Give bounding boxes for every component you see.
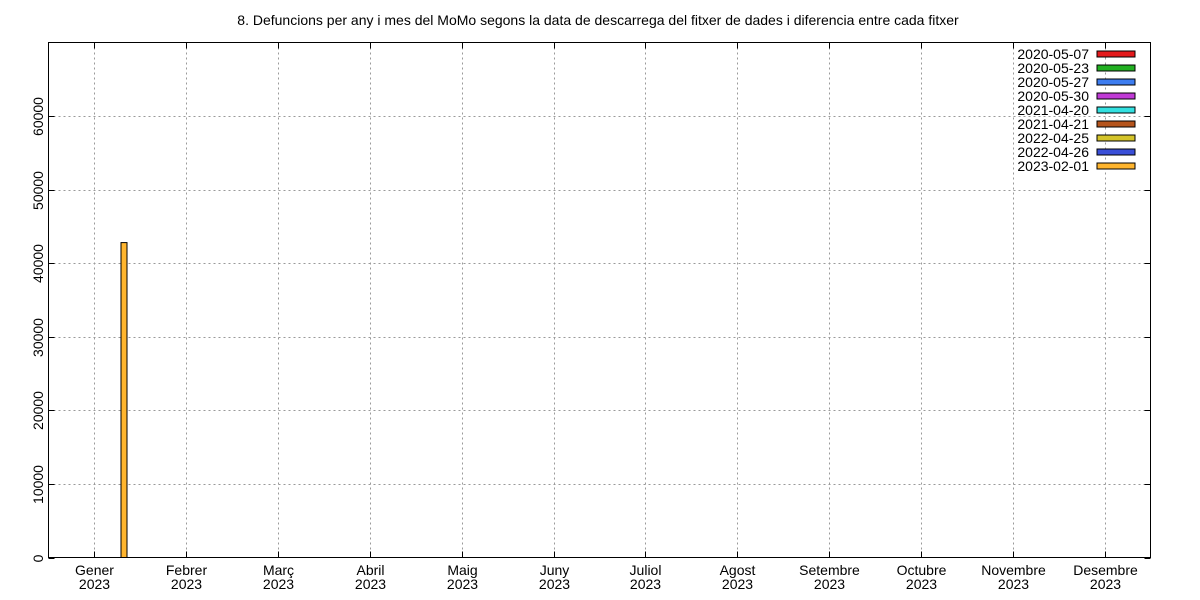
x-tick-label: Febrer 2023: [166, 562, 208, 592]
y-tick-label: 60000: [30, 97, 46, 136]
x-tick-label-line: 2023: [263, 576, 294, 592]
x-tick-label: Gener 2023: [75, 562, 114, 592]
legend-label: 2022-04-26: [1017, 144, 1089, 160]
x-tick-label-line: 2023: [539, 576, 570, 592]
y-tick-label: 20000: [30, 391, 46, 430]
x-tick-label-line: Gener: [75, 562, 114, 578]
grid-layer: [48, 42, 1151, 558]
legend-label: 2021-04-20: [1017, 102, 1089, 118]
bar: [120, 242, 128, 558]
legend-swatch: [1096, 120, 1136, 128]
x-tick-label: Juny 2023: [539, 562, 570, 592]
legend-swatch: [1096, 134, 1136, 142]
x-tick-label-line: Maig: [447, 562, 477, 578]
legend-label: 2020-05-07: [1017, 46, 1089, 62]
x-tick-label: Març 2023: [263, 562, 294, 592]
x-tick-label: Agost 2023: [720, 562, 756, 592]
legend-label: 2021-04-21: [1017, 116, 1089, 132]
x-tick-label: Maig 2023: [447, 562, 478, 592]
x-tick-label: Abril 2023: [355, 562, 386, 592]
x-tick-label: Desembre 2023: [1073, 562, 1138, 592]
legend-swatch: [1096, 50, 1136, 58]
legend-swatch: [1096, 148, 1136, 156]
y-tick-label: 30000: [30, 318, 46, 357]
chart-title: 8. Defuncions per any i mes del MoMo seg…: [237, 12, 959, 28]
x-tick-label-line: Agost: [720, 562, 756, 578]
legend-label: 2023-02-01: [1017, 158, 1089, 174]
legend-label: 2020-05-23: [1017, 60, 1089, 76]
x-tick-label-line: 2023: [906, 576, 937, 592]
x-tick-label-line: Desembre: [1073, 562, 1138, 578]
x-tick-label-line: Febrer: [166, 562, 208, 578]
legend-swatch: [1096, 106, 1136, 114]
x-tick-label-line: 2023: [355, 576, 386, 592]
legend-label: 2022-04-25: [1017, 130, 1089, 146]
x-tick-label: Novembre 2023: [981, 562, 1046, 592]
x-tick-label-line: Octubre: [897, 562, 947, 578]
legend: 2020-05-072020-05-232020-05-272020-05-30…: [1017, 46, 1136, 174]
x-tick-label: Octubre 2023: [897, 562, 947, 592]
x-tick-label-line: Juliol: [630, 562, 662, 578]
y-tick-label: 10000: [30, 465, 46, 504]
legend-swatch: [1096, 78, 1136, 86]
legend-swatch: [1096, 92, 1136, 100]
x-tick-label-line: Juny: [540, 562, 570, 578]
x-tick-label-line: 2023: [1090, 576, 1121, 592]
legend-swatch: [1096, 64, 1136, 72]
x-tick-label-line: 2023: [630, 576, 661, 592]
y-tick-label: 40000: [30, 244, 46, 283]
y-tick-label: 0: [30, 554, 46, 562]
x-tick-label-line: Abril: [356, 562, 384, 578]
x-tick-label-line: 2023: [722, 576, 753, 592]
x-tick-label-line: Novembre: [981, 562, 1046, 578]
x-tick-label-line: 2023: [998, 576, 1029, 592]
plot-frame: [48, 42, 1151, 558]
x-tick-label: Juliol 2023: [630, 562, 662, 592]
legend-swatch: [1096, 162, 1136, 170]
y-tick-label: 50000: [30, 171, 46, 210]
x-tick-label-line: Març: [263, 562, 294, 578]
legend-label: 2020-05-27: [1017, 74, 1089, 90]
legend-label: 2020-05-30: [1017, 88, 1089, 104]
x-tick-label-line: 2023: [171, 576, 202, 592]
x-tick-label-line: 2023: [814, 576, 845, 592]
x-tick-label-line: 2023: [79, 576, 110, 592]
y-axis: 0 10000 20000 30000 40000 50000 60000: [30, 97, 1151, 562]
x-tick-label-line: 2023: [447, 576, 478, 592]
x-tick-label-line: Setembre: [799, 562, 860, 578]
bars-layer: [120, 242, 128, 558]
x-tick-label: Setembre 2023: [799, 562, 860, 592]
